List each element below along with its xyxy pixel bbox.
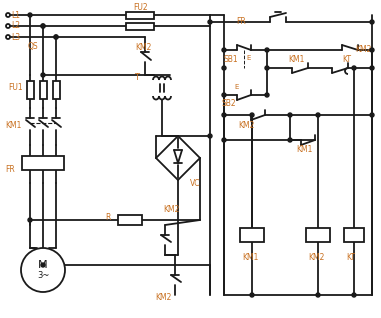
Text: E: E: [234, 84, 239, 90]
Circle shape: [352, 66, 356, 70]
Text: M: M: [38, 260, 48, 270]
Bar: [118, 215, 142, 225]
Text: VC: VC: [190, 178, 200, 188]
Circle shape: [208, 134, 212, 138]
Circle shape: [370, 20, 374, 24]
Circle shape: [41, 24, 45, 28]
Text: KM1: KM1: [288, 56, 304, 65]
Text: L1: L1: [11, 10, 20, 19]
Text: KM2: KM2: [135, 44, 151, 52]
Text: KT: KT: [342, 56, 351, 65]
Circle shape: [250, 113, 254, 117]
Text: FR: FR: [5, 165, 15, 175]
Text: E: E: [246, 55, 250, 61]
Circle shape: [41, 73, 45, 77]
Text: FU1: FU1: [8, 84, 22, 93]
Text: KM2: KM2: [155, 294, 171, 302]
Circle shape: [6, 35, 10, 39]
Circle shape: [370, 66, 374, 70]
Bar: [40, 81, 46, 99]
Circle shape: [370, 48, 374, 52]
Circle shape: [54, 35, 58, 39]
Circle shape: [265, 66, 269, 70]
Circle shape: [222, 66, 226, 70]
Text: KM2: KM2: [308, 252, 324, 261]
Circle shape: [316, 293, 320, 297]
Text: T: T: [134, 73, 139, 82]
Bar: [27, 81, 34, 99]
Bar: [22, 156, 64, 170]
Circle shape: [6, 13, 10, 17]
Text: KT: KT: [346, 252, 355, 261]
Bar: [306, 228, 330, 242]
Circle shape: [28, 218, 32, 222]
Circle shape: [41, 263, 45, 267]
Circle shape: [222, 113, 226, 117]
Text: KM2: KM2: [355, 45, 371, 54]
Text: R: R: [105, 213, 110, 223]
Circle shape: [41, 24, 45, 28]
Bar: [344, 228, 364, 242]
Bar: [240, 228, 264, 242]
Text: KM2: KM2: [238, 121, 255, 129]
Circle shape: [250, 293, 254, 297]
Circle shape: [222, 93, 226, 97]
Circle shape: [370, 113, 374, 117]
Circle shape: [265, 48, 269, 52]
Text: SB2: SB2: [222, 99, 237, 107]
Circle shape: [222, 48, 226, 52]
Circle shape: [54, 35, 58, 39]
Text: L3: L3: [11, 32, 20, 42]
Circle shape: [352, 293, 356, 297]
Text: QS: QS: [28, 42, 38, 51]
Circle shape: [265, 93, 269, 97]
Text: KM1: KM1: [5, 121, 21, 129]
Circle shape: [28, 13, 32, 17]
Text: FU2: FU2: [133, 3, 147, 12]
Circle shape: [316, 113, 320, 117]
Text: SB1: SB1: [224, 56, 239, 65]
Bar: [53, 81, 59, 99]
Circle shape: [6, 24, 10, 28]
Bar: [126, 11, 154, 18]
Circle shape: [208, 20, 212, 24]
Text: KM1: KM1: [296, 146, 312, 155]
Bar: [126, 23, 154, 30]
Text: FR: FR: [236, 17, 246, 26]
Text: KM1: KM1: [242, 252, 258, 261]
Text: KM2: KM2: [163, 205, 179, 215]
Circle shape: [288, 113, 292, 117]
Circle shape: [21, 248, 65, 292]
Circle shape: [222, 138, 226, 142]
Circle shape: [288, 138, 292, 142]
Text: L2: L2: [11, 22, 20, 31]
Text: 3~: 3~: [37, 272, 49, 280]
